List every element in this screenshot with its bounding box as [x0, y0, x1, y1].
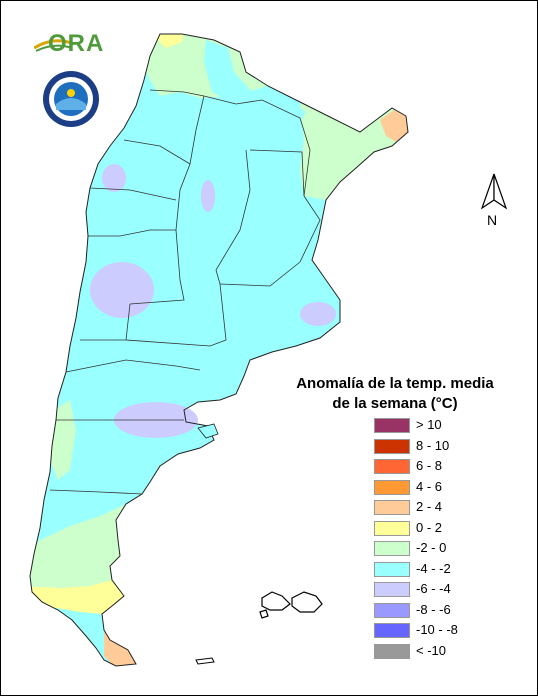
legend-label: < -10: [416, 642, 446, 658]
legend-label: 2 - 4: [416, 499, 443, 514]
ora-logo-text: ORA: [48, 30, 105, 57]
anomaly-patch-cordoba-lilac: [201, 180, 215, 212]
legend-swatch: [374, 582, 410, 597]
ora-swoosh-icon: [34, 39, 74, 52]
anomaly-region-south-green: [30, 504, 126, 600]
legend-swatch: [374, 602, 410, 618]
islas-malvinas: [259, 591, 323, 619]
anomaly-region-misiones-orange: [380, 110, 408, 142]
legend-swatch: [374, 623, 410, 638]
anomaly-patch-cuyo-lilac: [90, 262, 154, 318]
legend-label: 0 - 2: [416, 519, 443, 535]
legend-label: 4 - 6: [416, 478, 443, 494]
legend-label: -10 - -8: [416, 622, 458, 637]
legend-title-line1: Anomalía de la temp. media: [296, 375, 494, 392]
legend-swatch: [374, 500, 410, 515]
legend-label: -2 - 0: [416, 540, 447, 555]
legend-label: 8 - 10: [416, 437, 450, 453]
peninsula-valdes: [197, 423, 219, 439]
legend-swatch: [374, 479, 410, 495]
anomaly-region-northeast-green: [300, 102, 408, 200]
anomaly-region-north-cyan: [204, 40, 306, 128]
legend-swatch: [374, 643, 410, 659]
province-boundaries: [49, 89, 321, 495]
legend-label: -6 - -4: [416, 581, 451, 596]
legend-label: -8 - -6: [416, 601, 451, 617]
north-arrow-icon: [480, 173, 508, 210]
legend-label: -4 - -2: [416, 560, 451, 576]
anomaly-patch-northwest-lilac: [102, 164, 126, 192]
legend-swatch: [374, 561, 410, 577]
legend-title: Anomalía de la temp. media de la semana …: [290, 374, 500, 414]
legend-swatch: [374, 438, 410, 454]
anomaly-patch-buenos-aires-lilac: [300, 302, 336, 326]
legend-label: > 10: [416, 417, 442, 432]
legend-label: 6 - 8: [416, 458, 443, 473]
seal-emblem-icon: [43, 71, 99, 127]
ora-logo: ORA: [34, 28, 104, 58]
legend-swatch: [374, 418, 410, 433]
north-arrow: N: [478, 172, 510, 228]
legend-swatch: [374, 520, 410, 536]
legend-swatch: [374, 459, 410, 474]
isla-de-los-estados: [195, 657, 215, 665]
legend-swatch: [374, 541, 410, 556]
legend-title-line2: de la semana (°C): [332, 395, 458, 412]
north-arrow-letter: N: [487, 212, 498, 228]
